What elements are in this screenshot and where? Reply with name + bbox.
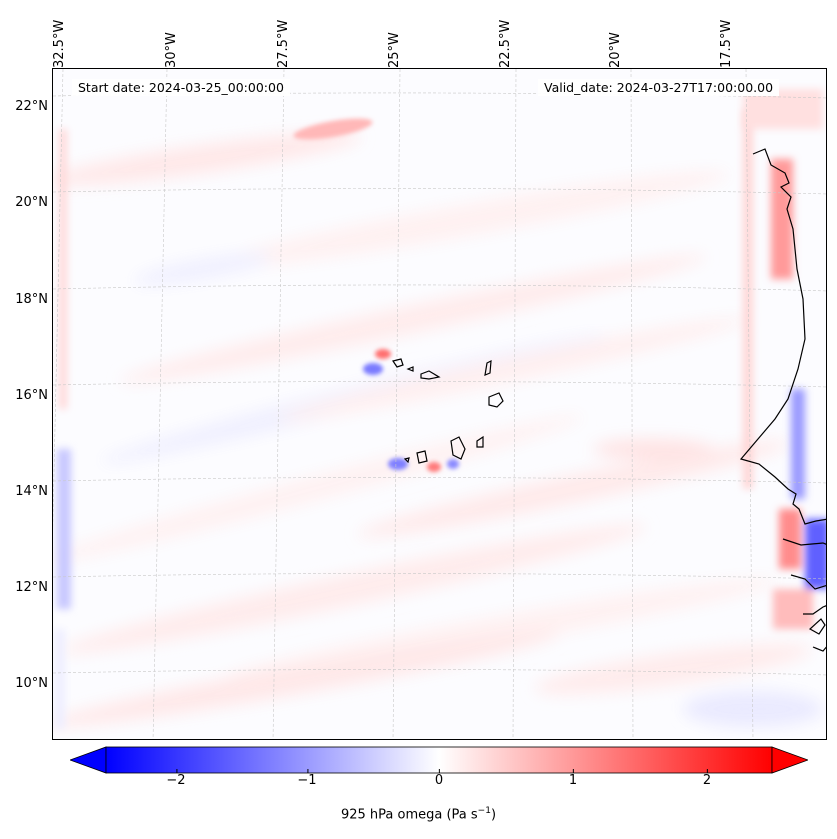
lat-label-20n: 20°N xyxy=(15,195,48,210)
omega-field-map xyxy=(53,69,826,739)
colorbar-tick: −1 xyxy=(297,769,317,788)
colorbar-tick: 2 xyxy=(702,769,712,788)
lon-label-32-5w: 32.5°W xyxy=(52,19,67,68)
lon-label-27-5w: 27.5°W xyxy=(276,19,291,68)
lat-label-16n: 16°N xyxy=(15,388,48,403)
lat-label-10n: 10°N xyxy=(15,676,48,691)
colorbar-label: 925 hPa omega (Pa s−1) xyxy=(340,806,497,823)
colorbar-ticks: −2 −1 0 1 2 xyxy=(70,769,808,803)
colorbar-extend-min xyxy=(70,746,107,774)
colorbar-tick: 1 xyxy=(568,769,578,788)
cape-verde-islands xyxy=(392,358,504,464)
lat-label-18n: 18°N xyxy=(15,292,48,307)
colorbar-tick: 0 xyxy=(434,769,444,788)
lon-label-20w: 20°W xyxy=(608,32,623,68)
colorbar-tick: −2 xyxy=(166,769,186,788)
lon-label-22-5w: 22.5°W xyxy=(498,19,513,68)
colorbar-extend-max xyxy=(771,746,808,774)
colorbar xyxy=(70,746,808,774)
lat-label-22n: 22°N xyxy=(15,99,48,114)
map-panel xyxy=(52,68,827,740)
start-date-label: Start date: 2024-03-25_00:00:00 xyxy=(72,79,290,96)
lat-label-14n: 14°N xyxy=(15,484,48,499)
omega-field-shading xyxy=(53,69,826,739)
lon-label-17-5w: 17.5°W xyxy=(719,19,734,68)
lon-label-30w: 30°W xyxy=(164,32,179,68)
colorbar-gradient xyxy=(105,746,773,774)
valid-date-label: Valid_date: 2024-03-27T17:00:00.00 xyxy=(538,79,780,96)
lat-label-12n: 12°N xyxy=(15,580,48,595)
coastlines xyxy=(392,148,826,652)
lon-label-25w: 25°W xyxy=(387,32,402,68)
